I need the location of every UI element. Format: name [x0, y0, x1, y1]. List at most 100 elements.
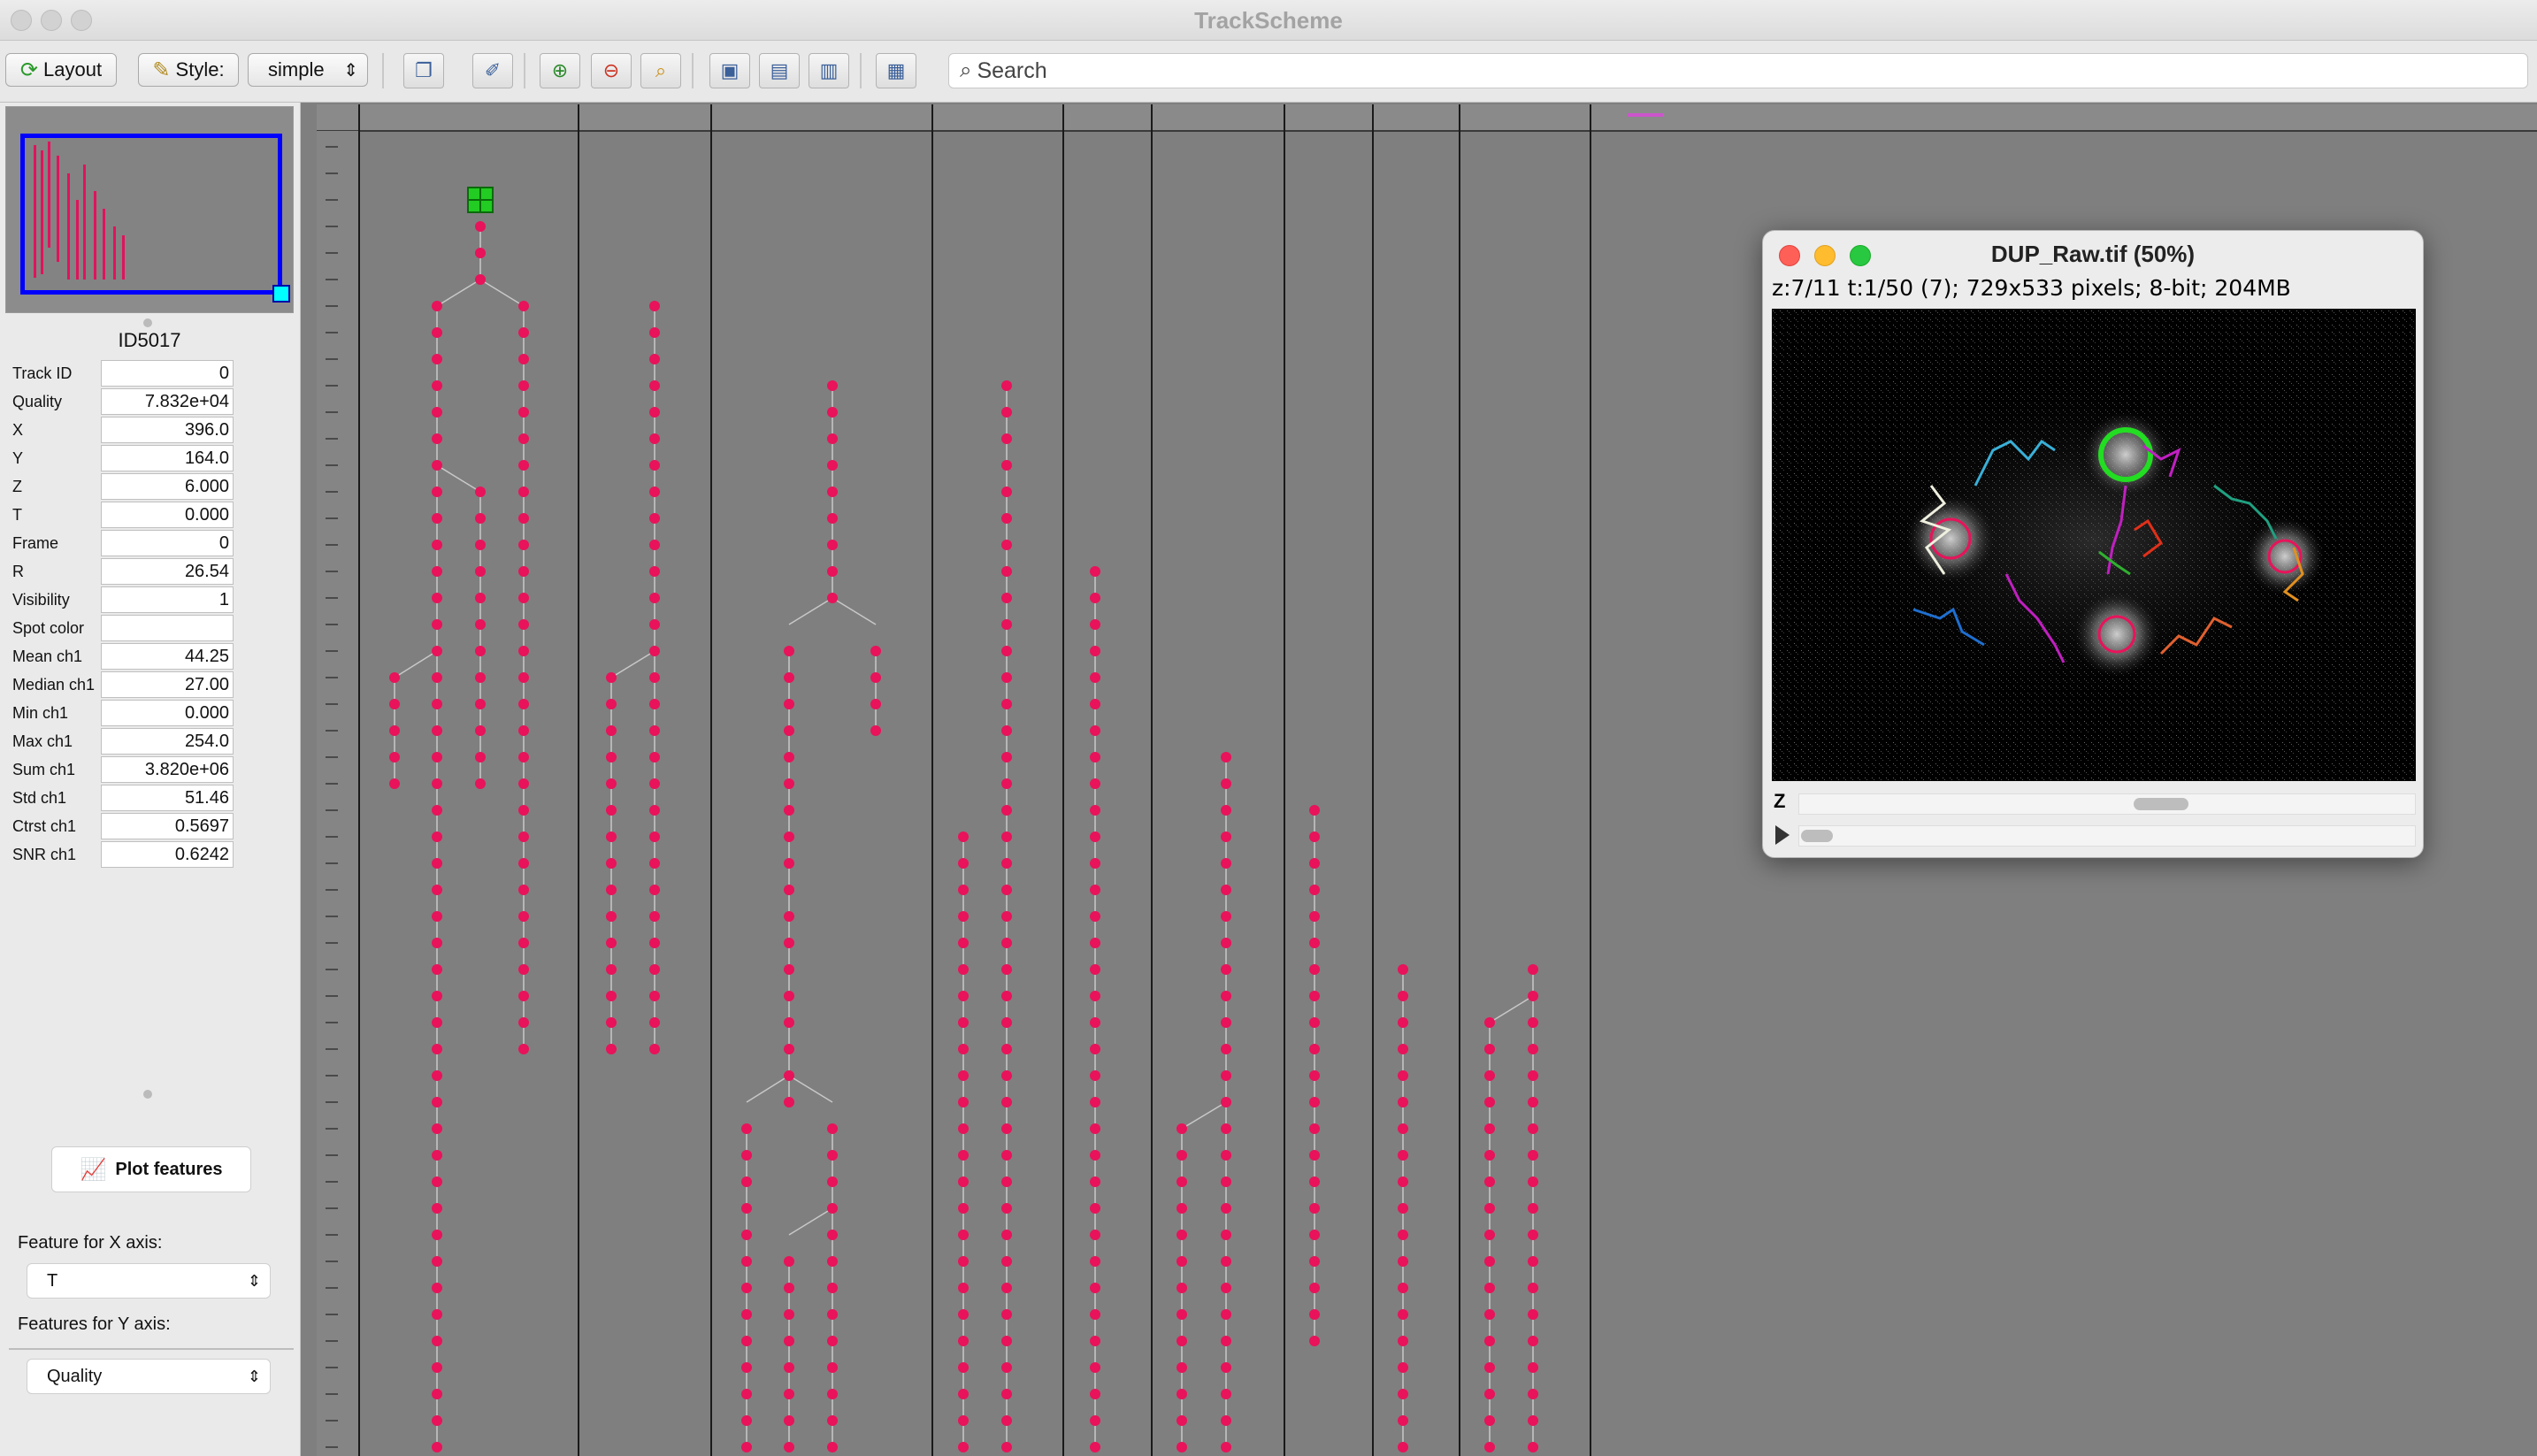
- spot[interactable]: [1309, 1123, 1320, 1134]
- spot[interactable]: [784, 1017, 794, 1028]
- spot[interactable]: [518, 460, 529, 471]
- spot[interactable]: [827, 1123, 838, 1134]
- spot[interactable]: [606, 752, 617, 762]
- spot[interactable]: [475, 725, 486, 736]
- spot[interactable]: [1001, 460, 1012, 471]
- spot[interactable]: [518, 433, 529, 444]
- spot[interactable]: [1001, 752, 1012, 762]
- spot[interactable]: [518, 991, 529, 1001]
- spot[interactable]: [958, 1017, 969, 1028]
- spot[interactable]: [432, 1389, 442, 1399]
- zoom-out-button[interactable]: ⊖: [591, 53, 632, 88]
- spot[interactable]: [1528, 1070, 1538, 1081]
- z-slider[interactable]: [1798, 793, 2416, 815]
- spot[interactable]: [827, 513, 838, 524]
- spot[interactable]: [432, 699, 442, 709]
- spot[interactable]: [475, 646, 486, 656]
- spot[interactable]: [1001, 1256, 1012, 1267]
- spot[interactable]: [784, 964, 794, 975]
- spot[interactable]: [784, 1097, 794, 1107]
- spot[interactable]: [1528, 1309, 1538, 1320]
- spot[interactable]: [649, 433, 660, 444]
- spot[interactable]: [1309, 1044, 1320, 1054]
- spot[interactable]: [827, 1415, 838, 1426]
- spot[interactable]: [475, 699, 486, 709]
- spot[interactable]: [958, 1336, 969, 1346]
- spot[interactable]: [518, 885, 529, 895]
- spot[interactable]: [1484, 1176, 1495, 1187]
- spot[interactable]: [649, 725, 660, 736]
- spot[interactable]: [958, 964, 969, 975]
- spot[interactable]: [958, 1256, 969, 1267]
- spot[interactable]: [1221, 1097, 1231, 1107]
- spot[interactable]: [870, 672, 881, 683]
- spot[interactable]: [1221, 1203, 1231, 1214]
- spot[interactable]: [1001, 1017, 1012, 1028]
- spot[interactable]: [784, 991, 794, 1001]
- spot[interactable]: [1528, 964, 1538, 975]
- edit-button[interactable]: ✐: [472, 53, 513, 88]
- spot[interactable]: [649, 619, 660, 630]
- spot[interactable]: [432, 407, 442, 418]
- spot[interactable]: [958, 1230, 969, 1240]
- spot[interactable]: [432, 725, 442, 736]
- overview-resize-handle[interactable]: [272, 285, 290, 303]
- spot[interactable]: [1090, 1070, 1100, 1081]
- spot[interactable]: [649, 593, 660, 603]
- spot[interactable]: [1221, 858, 1231, 869]
- spot[interactable]: [518, 327, 529, 338]
- spot[interactable]: [1309, 1017, 1320, 1028]
- spot[interactable]: [1528, 1230, 1538, 1240]
- spot[interactable]: [649, 513, 660, 524]
- spot[interactable]: [1484, 1442, 1495, 1452]
- spot[interactable]: [432, 964, 442, 975]
- image-zoom-button[interactable]: [1850, 245, 1871, 266]
- spot[interactable]: [1398, 1230, 1408, 1240]
- spot[interactable]: [432, 831, 442, 842]
- spot[interactable]: [475, 221, 486, 232]
- spot[interactable]: [475, 274, 486, 285]
- spot[interactable]: [1090, 646, 1100, 656]
- spot[interactable]: [432, 1230, 442, 1240]
- spot[interactable]: [741, 1283, 752, 1293]
- spot[interactable]: [1001, 1309, 1012, 1320]
- spot[interactable]: [827, 1362, 838, 1373]
- spot[interactable]: [958, 911, 969, 922]
- spot[interactable]: [1090, 1442, 1100, 1452]
- spot[interactable]: [741, 1442, 752, 1452]
- spot[interactable]: [1309, 1309, 1320, 1320]
- spot[interactable]: [1090, 1123, 1100, 1134]
- spot[interactable]: [1221, 1389, 1231, 1399]
- spot[interactable]: [1177, 1283, 1187, 1293]
- spot[interactable]: [1398, 1283, 1408, 1293]
- spot[interactable]: [1001, 1150, 1012, 1161]
- spot[interactable]: [649, 354, 660, 364]
- spot[interactable]: [389, 672, 400, 683]
- spot[interactable]: [784, 725, 794, 736]
- spot[interactable]: [827, 433, 838, 444]
- spot[interactable]: [1221, 911, 1231, 922]
- spot[interactable]: [518, 938, 529, 948]
- spot[interactable]: [827, 1230, 838, 1240]
- spot[interactable]: [1221, 1017, 1231, 1028]
- spot[interactable]: [1309, 991, 1320, 1001]
- spot[interactable]: [1090, 964, 1100, 975]
- display-settings-button[interactable]: ▥: [809, 53, 849, 88]
- spot[interactable]: [606, 911, 617, 922]
- spot[interactable]: [1001, 1283, 1012, 1293]
- spot[interactable]: [741, 1389, 752, 1399]
- spot[interactable]: [1484, 1203, 1495, 1214]
- spot[interactable]: [432, 646, 442, 656]
- spot[interactable]: [1090, 1150, 1100, 1161]
- spot[interactable]: [827, 1389, 838, 1399]
- spot[interactable]: [432, 540, 442, 550]
- spot[interactable]: [1177, 1123, 1187, 1134]
- spot[interactable]: [1309, 1203, 1320, 1214]
- spot[interactable]: [1001, 672, 1012, 683]
- spot[interactable]: [649, 540, 660, 550]
- spot[interactable]: [1001, 1044, 1012, 1054]
- spot[interactable]: [1090, 1336, 1100, 1346]
- spot[interactable]: [958, 1123, 969, 1134]
- spot[interactable]: [432, 911, 442, 922]
- spot[interactable]: [1221, 938, 1231, 948]
